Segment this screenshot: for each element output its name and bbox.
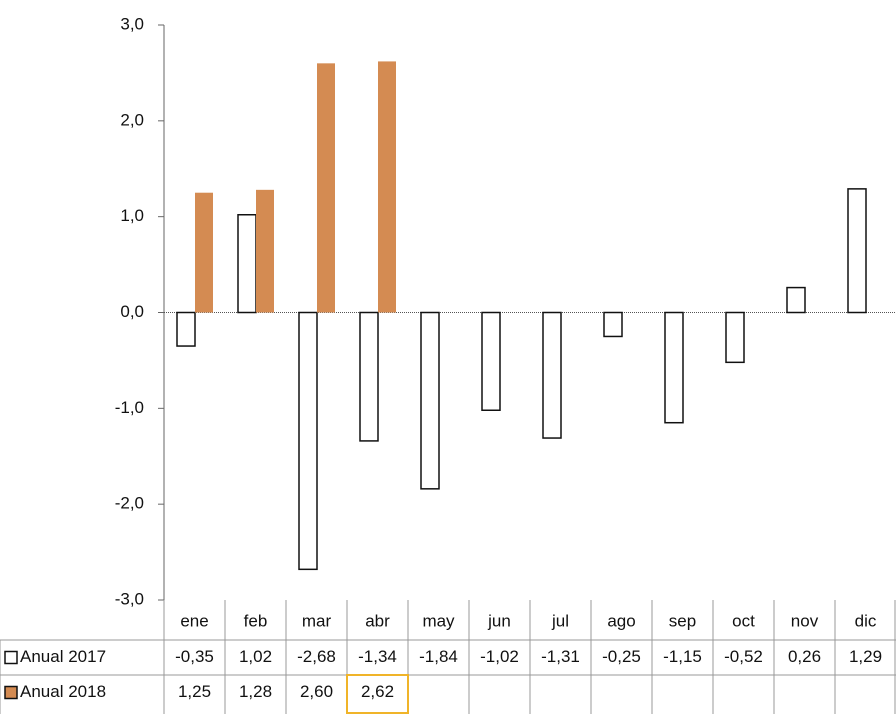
- x-tick-label: oct: [732, 611, 755, 630]
- bar: [237, 214, 257, 314]
- bar: [420, 311, 440, 490]
- value-label: 2,62: [361, 682, 394, 701]
- x-tick-label: mar: [302, 611, 332, 630]
- bar: [542, 311, 562, 439]
- bar: [786, 286, 806, 314]
- value-label: -1,84: [419, 647, 458, 666]
- bar: [664, 311, 684, 424]
- bar: [725, 311, 745, 364]
- x-tick-label: feb: [244, 611, 268, 630]
- x-tick-label: abr: [365, 611, 390, 630]
- y-tick-label: -1,0: [115, 398, 144, 417]
- x-tick-label: dic: [855, 611, 877, 630]
- bar: [256, 189, 274, 313]
- x-tick-label: jul: [551, 611, 569, 630]
- y-tick-label: 1,0: [120, 206, 144, 225]
- cell-selection: [346, 674, 409, 714]
- x-tick-label: sep: [669, 611, 696, 630]
- legend-swatch: [4, 650, 18, 665]
- value-label: 1,02: [239, 647, 272, 666]
- value-label: -1,31: [541, 647, 580, 666]
- bar: [298, 311, 318, 571]
- y-tick-label: 2,0: [120, 110, 144, 129]
- value-label: 1,28: [239, 682, 272, 701]
- y-tick-label: 0,0: [120, 302, 144, 321]
- legend-swatch: [4, 685, 18, 700]
- value-label: 2,60: [300, 682, 333, 701]
- bar: [317, 63, 335, 313]
- x-tick-label: ene: [180, 611, 208, 630]
- x-tick-label: ago: [607, 611, 635, 630]
- value-label: -1,34: [358, 647, 397, 666]
- bar: [359, 311, 379, 442]
- y-tick-label: 3,0: [120, 14, 144, 33]
- legend-label: Anual 2018: [20, 682, 106, 701]
- bar: [176, 311, 196, 347]
- value-label: 1,25: [178, 682, 211, 701]
- y-tick-label: -2,0: [115, 494, 144, 513]
- bar: [481, 311, 501, 411]
- y-tick-label: -3,0: [115, 589, 144, 608]
- x-tick-label: nov: [791, 611, 819, 630]
- value-label: -0,52: [724, 647, 763, 666]
- value-label: -1,15: [663, 647, 702, 666]
- legend-label: Anual 2017: [20, 647, 106, 666]
- value-label: -0,35: [175, 647, 214, 666]
- value-label: 0,26: [788, 647, 821, 666]
- bar: [378, 61, 396, 313]
- bar: [195, 192, 213, 313]
- x-tick-label: may: [422, 611, 455, 630]
- value-label: -1,02: [480, 647, 519, 666]
- value-label: -2,68: [297, 647, 336, 666]
- x-tick-label: jun: [487, 611, 511, 630]
- bar: [847, 188, 867, 314]
- value-label: -0,25: [602, 647, 641, 666]
- value-label: 1,29: [849, 647, 882, 666]
- bar: [603, 311, 623, 338]
